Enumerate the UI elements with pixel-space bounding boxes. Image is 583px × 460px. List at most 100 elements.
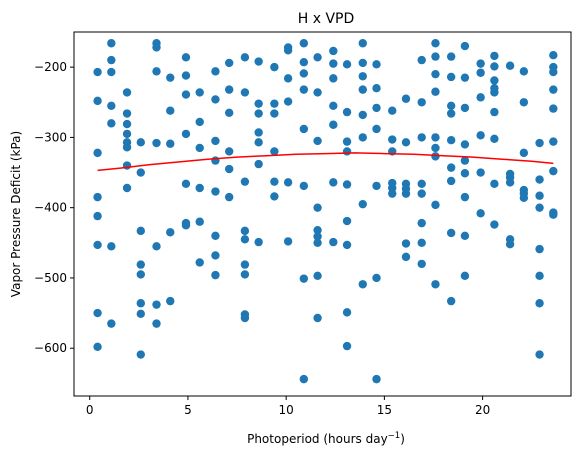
- scatter-point: [136, 350, 145, 359]
- scatter-point: [372, 374, 381, 384]
- scatter-point: [313, 88, 322, 97]
- x-axis-label: Photoperiod (hours day−1): [247, 431, 405, 446]
- scatter-point: [388, 189, 397, 198]
- scatter-point: [446, 52, 456, 61]
- scatter-point: [342, 147, 352, 156]
- scatter-point: [224, 85, 234, 94]
- scatter-point: [107, 39, 116, 48]
- scatter-point: [181, 71, 191, 80]
- fit-curve-group: [97, 152, 554, 172]
- scatter-point: [93, 308, 102, 318]
- scatter-point: [417, 55, 426, 65]
- scatter-point: [476, 209, 485, 218]
- scatter-point: [181, 179, 191, 188]
- scatter-point: [152, 138, 161, 148]
- scatter-point: [240, 270, 250, 279]
- scatter-point: [460, 156, 470, 165]
- scatter-point: [195, 143, 204, 153]
- x-axis-label-superscript: −1: [388, 431, 401, 441]
- scatter-point: [342, 216, 352, 226]
- scatter-point: [519, 67, 529, 76]
- scatter-point: [254, 128, 263, 137]
- scatter-point: [372, 103, 381, 113]
- scatter-point: [535, 299, 544, 308]
- scatter-point: [181, 218, 191, 228]
- scatter-point: [490, 88, 499, 97]
- scatter-point: [490, 134, 499, 144]
- scatter-point: [107, 67, 116, 77]
- scatter-point: [299, 85, 309, 94]
- scatter-point: [224, 58, 234, 68]
- fit-curve: [97, 152, 554, 172]
- scatter-point: [211, 231, 220, 240]
- scatter-point: [329, 74, 338, 83]
- scatter-point: [211, 136, 220, 146]
- scatter-point: [358, 133, 367, 142]
- scatter-point: [93, 342, 102, 352]
- scatter-point: [283, 237, 293, 246]
- scatter-point: [490, 179, 499, 188]
- scatter-point: [342, 180, 352, 189]
- scatter-point: [329, 237, 338, 247]
- scatter-point: [136, 260, 145, 269]
- scatter-point: [195, 183, 204, 193]
- y-axis-label: Vapor Pressure Deficit (kPa): [9, 131, 23, 297]
- scatter-point: [270, 109, 279, 118]
- scatter-point: [401, 94, 411, 103]
- scatter-point: [446, 163, 456, 172]
- scatter-point: [372, 124, 381, 134]
- scatter-point: [270, 147, 279, 156]
- scatter-point: [417, 259, 426, 269]
- scatter-point: [166, 139, 175, 148]
- scatter-point: [417, 98, 426, 107]
- scatter-point: [431, 69, 440, 79]
- scatter-point: [372, 84, 381, 93]
- scatter-point: [254, 99, 263, 108]
- scatter-point: [313, 238, 322, 248]
- x-axis-ticks: 0 5 10 15 20: [86, 396, 490, 417]
- scatter-point: [372, 60, 381, 69]
- scatter-point: [519, 148, 529, 158]
- scatter-point: [388, 106, 397, 115]
- scatter-point: [460, 73, 470, 82]
- scatter-point: [313, 271, 322, 281]
- scatter-point: [417, 218, 426, 228]
- scatter-point: [299, 69, 309, 78]
- scatter-point: [505, 61, 515, 70]
- scatter-point: [211, 95, 220, 104]
- scatter-point: [490, 51, 499, 61]
- scatter-point: [460, 192, 470, 202]
- scatter-point: [136, 299, 145, 308]
- scatter-point: [431, 200, 440, 210]
- scatter-point: [211, 67, 220, 76]
- scatter-point: [299, 181, 309, 191]
- scatter-point: [490, 107, 499, 117]
- scatter-point: [446, 296, 456, 306]
- scatter-point: [195, 117, 204, 127]
- scatter-point: [358, 110, 367, 120]
- scatter-point: [254, 159, 263, 169]
- scatter-point: [254, 109, 263, 118]
- scatter-point: [431, 52, 440, 61]
- scatter-point: [136, 168, 145, 177]
- scatter-point: [240, 177, 250, 186]
- scatter-point: [122, 129, 132, 139]
- scatter-point: [152, 67, 161, 76]
- scatter-point: [460, 271, 470, 281]
- scatter-point: [431, 39, 440, 48]
- scatter-point: [490, 76, 499, 85]
- scatter-point: [152, 43, 161, 52]
- scatter-point: [358, 72, 367, 81]
- scatter-point: [240, 313, 250, 323]
- scatter-point: [181, 90, 191, 99]
- scatter-point: [224, 164, 234, 174]
- scatter-point: [431, 143, 440, 153]
- scatter-point: [283, 46, 293, 55]
- scatter-point: [490, 62, 499, 71]
- scatter-point: [401, 189, 411, 198]
- scatter-point: [535, 271, 544, 281]
- scatter-point: [549, 137, 558, 146]
- scatter-point: [107, 319, 116, 328]
- scatter-point: [549, 210, 558, 219]
